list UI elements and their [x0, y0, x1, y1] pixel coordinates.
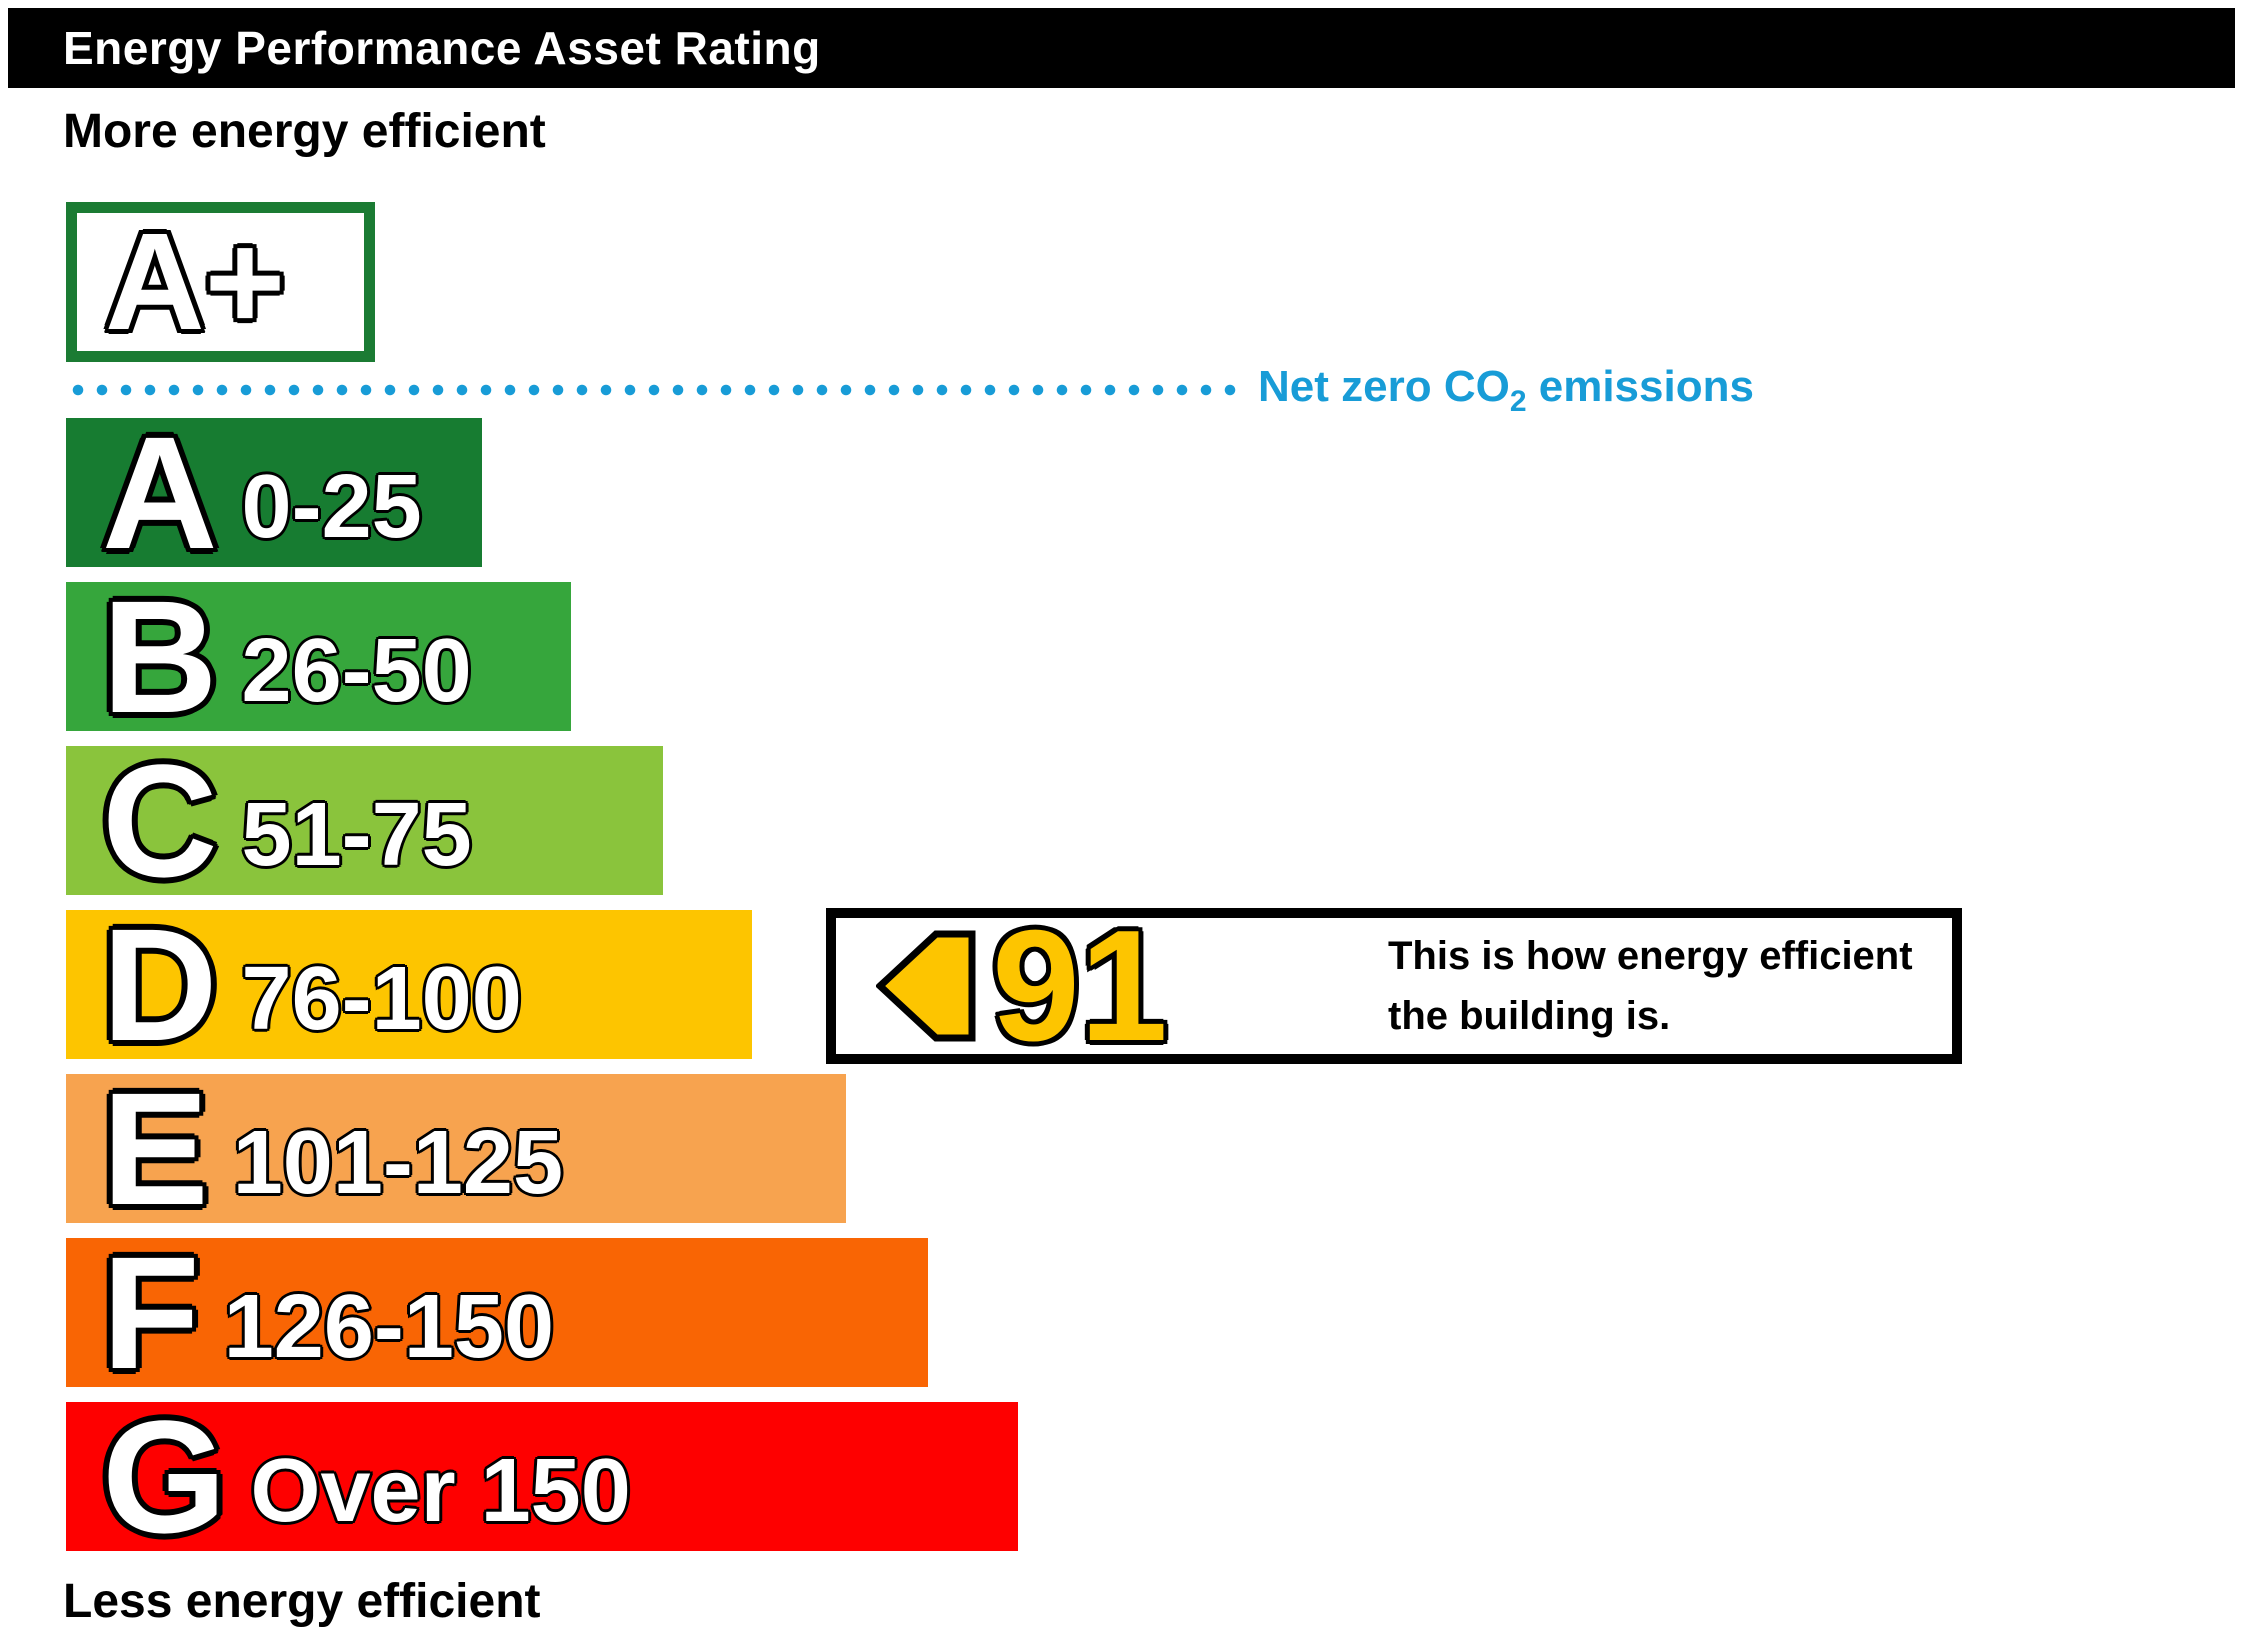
- less-efficient-label: Less energy efficient: [63, 1575, 541, 1628]
- net-zero-label: Net zero CO2 emissions: [1258, 362, 1754, 419]
- band-range: 101-125: [231, 1112, 565, 1213]
- band-a-plus-letter: A+: [102, 205, 288, 359]
- band-range: 51-75: [240, 784, 474, 885]
- more-efficient-label: More energy efficient: [63, 105, 546, 158]
- band-range: Over 150: [248, 1440, 632, 1541]
- band-letter: A: [99, 402, 222, 582]
- band-range: 126-150: [222, 1276, 556, 1377]
- band-range: 26-50: [240, 620, 474, 721]
- rating-caption-line2: the building is.: [1388, 994, 1671, 1038]
- page-title: Energy Performance Asset Rating: [63, 22, 821, 74]
- band-a: A 0-25: [66, 409, 482, 576]
- band-d: D 76-100: [66, 901, 752, 1068]
- net-zero-subscript: 2: [1509, 384, 1527, 418]
- band-f: F 126-150: [66, 1229, 928, 1396]
- band-e: E 101-125: [66, 1065, 846, 1232]
- rating-caption: This is how energy efficient the buildin…: [1388, 926, 1913, 1046]
- rating-bands: A 0-25 B 26-50 C 51-75 D 76-100 E 101-125 F 126-150…: [66, 409, 1018, 1566]
- band-letter: F: [99, 1222, 204, 1402]
- rating-indicator: 91 This is how energy efficient the buil…: [826, 898, 1962, 1074]
- band-letter: C: [99, 730, 222, 910]
- band-letter: E: [99, 1058, 213, 1238]
- net-zero-text: Net zero CO: [1258, 362, 1510, 411]
- band-letter: G: [98, 1386, 229, 1566]
- rating-caption-line1: This is how energy efficient: [1388, 934, 1913, 978]
- left-arrow-icon: [876, 930, 976, 1042]
- band-c: C 51-75: [66, 737, 663, 904]
- band-g: G Over 150: [66, 1393, 1018, 1560]
- header-bar: Energy Performance Asset Rating: [8, 8, 2235, 88]
- rating-value: 91: [989, 898, 1172, 1074]
- band-letter: B: [99, 566, 222, 746]
- net-zero-text-suffix: emissions: [1526, 362, 1754, 411]
- band-letter: D: [99, 894, 222, 1074]
- band-range: 76-100: [240, 948, 524, 1049]
- band-b: B 26-50: [66, 573, 571, 740]
- net-zero-dotted-line: [66, 384, 1246, 396]
- band-range: 0-25: [240, 456, 424, 557]
- band-a-plus: A+: [66, 202, 375, 362]
